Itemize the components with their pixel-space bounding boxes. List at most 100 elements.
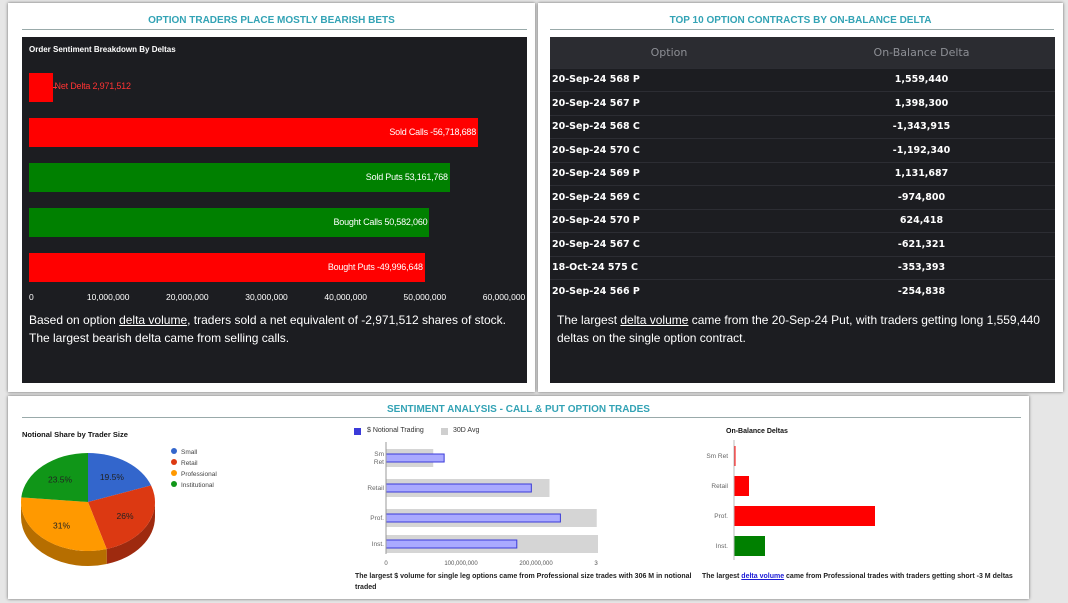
delta-bar[interactable]: [734, 446, 736, 466]
title-divider: [22, 29, 527, 30]
table-row[interactable]: 20-Sep-24 568 P 1,559,440: [550, 67, 1055, 92]
x-axis-tick: 50,000,000: [403, 292, 447, 302]
legend-label: 30D Avg: [453, 427, 480, 434]
option-cell: 20-Sep-24 567 C: [550, 232, 788, 256]
delta-cell: 624,418: [788, 208, 1055, 233]
legend-swatch-notional: [354, 428, 361, 435]
delta-volume-link[interactable]: delta volume: [741, 573, 785, 580]
x-axis-tick: 30,000,000: [245, 292, 288, 302]
title-divider: [22, 417, 1021, 418]
delta-bar-label: Net Delta 2,971,512: [54, 81, 131, 91]
delta-bar-label: Bought Calls 50,582,060: [333, 217, 428, 227]
pie-legend-item[interactable]: Professional: [171, 463, 217, 481]
legend-label: Institutional: [181, 482, 214, 489]
delta-bar[interactable]: [29, 253, 425, 282]
top-contracts-title: TOP 10 OPTION CONTRACTS BY ON-BALANCE DE…: [669, 15, 932, 26]
order-sentiment-description: Based on option delta volume, traders so…: [29, 311, 509, 347]
y-axis-label: Sm: [374, 451, 384, 458]
label-connector: [52, 87, 57, 88]
legend-label: $ Notional Trading: [367, 427, 424, 434]
option-cell: 20-Sep-24 568 C: [550, 114, 788, 139]
notional-description: The largest $ volume for single leg opti…: [355, 573, 692, 591]
option-cell: 20-Sep-24 570 P: [550, 208, 788, 233]
option-cell: 20-Sep-24 569 P: [550, 161, 788, 186]
description-text: The largest: [702, 573, 742, 580]
delta-volume-link[interactable]: delta volume: [119, 313, 188, 327]
description-text: Based on option: [29, 313, 120, 327]
table-row[interactable]: 20-Sep-24 569 P 1,131,687: [550, 161, 1055, 186]
delta-cell: -353,393: [788, 255, 1055, 280]
table-row[interactable]: 20-Sep-24 570 P 624,418: [550, 208, 1055, 233]
delta-bar[interactable]: [29, 118, 479, 147]
pie-legend-item[interactable]: Small: [171, 441, 197, 459]
notional-bar[interactable]: [385, 539, 518, 549]
option-cell: 20-Sep-24 569 C: [550, 185, 788, 209]
legend-dot: [171, 448, 177, 454]
table-row[interactable]: 20-Sep-24 566 P -254,838: [550, 279, 1055, 303]
pie-slice[interactable]: [88, 485, 155, 550]
table-row[interactable]: 18-Oct-24 575 C -353,393: [550, 255, 1055, 280]
table-row[interactable]: 20-Sep-24 567 P 1,398,300: [550, 91, 1055, 115]
delta-bar[interactable]: [734, 506, 875, 526]
sentiment-analysis-title: SENTIMENT ANALYSIS - CALL & PUT OPTION T…: [387, 404, 650, 415]
delta-cell: 1,398,300: [788, 91, 1055, 115]
delta-volume-link[interactable]: delta volume: [620, 313, 689, 327]
delta-bar-label: Sold Puts 53,161,768: [365, 172, 448, 182]
column-header-option[interactable]: Option: [550, 37, 788, 68]
table-row[interactable]: 20-Sep-24 569 C -974,800: [550, 185, 1055, 209]
column-header-on-balance-delta[interactable]: On-Balance Delta: [788, 37, 1055, 68]
legend-label: Small: [181, 449, 198, 456]
pie-slice-label: 26%: [117, 511, 134, 521]
y-axis-label: Sm Ret: [706, 453, 728, 460]
delta-bar-label: Bought Puts -49,996,648: [327, 262, 423, 272]
pie-slice-side: [21, 502, 107, 566]
delta-bar[interactable]: [734, 536, 765, 556]
delta-bar[interactable]: [734, 476, 749, 496]
delta-bar[interactable]: [29, 73, 53, 102]
pie-legend-item[interactable]: Retail: [171, 452, 198, 470]
table-row[interactable]: 20-Sep-24 568 C -1,343,915: [550, 114, 1055, 139]
x-axis-tick: 10,000,000: [86, 292, 130, 302]
sentiment-analysis-panel: SENTIMENT ANALYSIS - CALL & PUT OPTION T…: [8, 396, 1029, 599]
x-axis-tick: 300,000,000: [594, 561, 598, 567]
y-axis-label: Ret: [374, 459, 384, 466]
notional-bar[interactable]: [385, 513, 561, 523]
title-divider: [550, 29, 1054, 30]
legend-dot: [171, 459, 177, 465]
order-sentiment-chart-title: Order Sentiment Breakdown By Deltas: [29, 45, 176, 54]
order-sentiment-panel: OPTION TRADERS PLACE MOSTLY BEARISH BETS…: [8, 3, 535, 392]
legend-dot: [171, 481, 177, 487]
delta-cell: -254,838: [788, 279, 1055, 303]
delta-bar[interactable]: [29, 163, 450, 192]
x-axis-tick: 200,000,000: [519, 561, 553, 567]
notional-share-pie-chart: 19.5% 26% 31% 23.5%: [20, 453, 155, 566]
description-text: The largest: [557, 313, 621, 327]
table-row[interactable]: 20-Sep-24 570 C -1,192,340: [550, 138, 1055, 162]
top-contracts-panel: TOP 10 OPTION CONTRACTS BY ON-BALANCE DE…: [538, 3, 1063, 392]
pie-legend-item[interactable]: Institutional: [171, 474, 214, 492]
pie-slice[interactable]: [88, 453, 152, 502]
deltas-description: The largest delta volume came from Profe…: [702, 571, 1032, 582]
x-axis-tick: 100,000,000: [444, 561, 478, 567]
option-cell: 20-Sep-24 566 P: [550, 279, 788, 303]
table-row[interactable]: 20-Sep-24 567 C -621,321: [550, 232, 1055, 256]
delta-bar[interactable]: [29, 208, 430, 237]
notional-bar[interactable]: [385, 453, 445, 463]
pie-slice-label: 19.5%: [100, 472, 125, 482]
delta-cell: -621,321: [788, 232, 1055, 256]
description-text: , traders sold a net equivalent of -2,97…: [29, 313, 506, 345]
option-cell: 20-Sep-24 570 C: [550, 138, 788, 162]
y-axis-label: Prof.: [370, 515, 384, 522]
pie-slice[interactable]: [20, 497, 107, 551]
option-cell: 20-Sep-24 567 P: [550, 91, 788, 115]
x-axis-tick: 60,000,000: [482, 292, 526, 302]
notional-bar[interactable]: [385, 483, 532, 493]
on-balance-deltas-chart: Sm Ret Retail Prof. Inst.: [706, 440, 875, 560]
description-text: came from the 20-Sep-24 Put, with trader…: [557, 313, 1040, 345]
delta-bar-label: Sold Calls -56,718,688: [389, 127, 477, 137]
option-cell: 18-Oct-24 575 C: [550, 255, 788, 280]
legend-swatch-avg: [441, 428, 448, 435]
pie-slice[interactable]: [21, 453, 88, 502]
y-axis-label: Retail: [367, 485, 384, 492]
